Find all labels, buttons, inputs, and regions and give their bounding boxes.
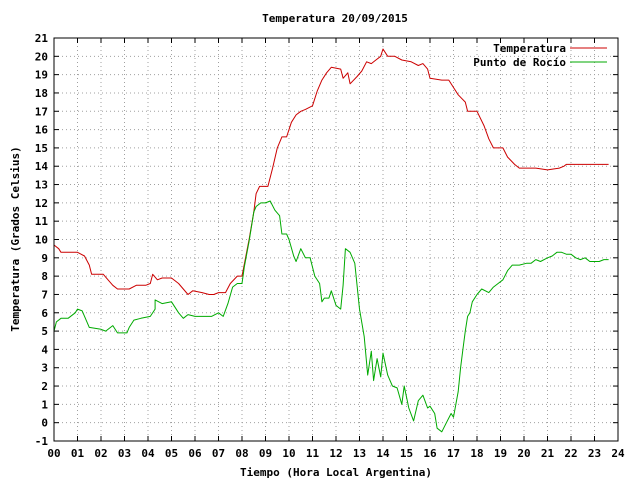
y-tick-label: -1 [35, 435, 49, 448]
x-tick-label: 10 [282, 447, 295, 460]
y-tick-label: 20 [35, 50, 48, 63]
series-line-temperatura [53, 48, 609, 295]
x-tick-label: 22 [564, 447, 577, 460]
y-tick-label: 8 [41, 270, 48, 283]
chart-title: Temperatura 20/09/2015 [262, 12, 408, 25]
grid [54, 38, 618, 441]
x-tick-label: 14 [376, 447, 390, 460]
x-tick-label: 12 [329, 447, 342, 460]
x-tick-label: 01 [71, 447, 85, 460]
x-tick-label: 11 [306, 447, 320, 460]
y-tick-label: 1 [41, 398, 48, 411]
y-tick-label: 11 [35, 215, 49, 228]
y-axis-label: Temperatura (Grados Celsius) [9, 146, 22, 331]
x-tick-label: 09 [259, 447, 272, 460]
x-tick-label: 07 [212, 447, 225, 460]
x-tick-label: 19 [494, 447, 507, 460]
x-tick-label: 18 [470, 447, 483, 460]
x-tick-label: 17 [447, 447, 460, 460]
x-tick-label: 04 [141, 447, 155, 460]
legend-label-punto-de-rocio: Punto de Rocío [473, 56, 566, 69]
x-tick-label: 24 [611, 447, 625, 460]
y-tick-label: 15 [35, 142, 48, 155]
x-tick-label: 15 [400, 447, 413, 460]
x-tick-label: 16 [423, 447, 437, 460]
x-tick-label: 06 [188, 447, 202, 460]
y-tick-label: 14 [35, 160, 49, 173]
x-tick-label: 05 [165, 447, 178, 460]
x-tick-label: 20 [517, 447, 530, 460]
y-tick-label: 6 [41, 307, 48, 320]
x-tick-label: 02 [94, 447, 107, 460]
x-tick-label: 21 [541, 447, 555, 460]
y-tick-label: 3 [41, 362, 48, 375]
y-tick-label: 21 [35, 32, 49, 45]
y-tick-label: 0 [41, 417, 48, 430]
y-tick-label: 17 [35, 105, 48, 118]
y-tick-label: 18 [35, 87, 48, 100]
x-tick-labels: 00 01 02 03 04 05 06 07 08 09 10 11 12 13 14 15 16 17 18 19… [47, 447, 625, 460]
legend: Temperatura Punto de Rocío [473, 42, 607, 69]
y-tick-label: 5 [41, 325, 48, 338]
y-tick-label: 10 [35, 234, 48, 247]
series-group [53, 48, 609, 433]
x-tick-label: 13 [353, 447, 366, 460]
x-tick-label: 00 [47, 447, 60, 460]
ticks [53, 37, 619, 442]
legend-label-temperatura: Temperatura [493, 42, 566, 55]
y-tick-label: 12 [35, 197, 48, 210]
x-tick-label: 08 [235, 447, 248, 460]
x-tick-label: 23 [588, 447, 601, 460]
y-tick-label: 19 [35, 69, 48, 82]
y-tick-label: 2 [41, 380, 48, 393]
y-tick-label: 13 [35, 179, 48, 192]
y-tick-label: 16 [35, 124, 49, 137]
y-tick-label: 4 [41, 343, 48, 356]
x-tick-label: 03 [118, 447, 131, 460]
y-tick-label: 7 [41, 288, 48, 301]
series-line-punto-de-rocio [53, 200, 609, 433]
y-tick-label: 9 [41, 252, 48, 265]
x-axis-label: Tiempo (Hora Local Argentina) [240, 466, 432, 479]
